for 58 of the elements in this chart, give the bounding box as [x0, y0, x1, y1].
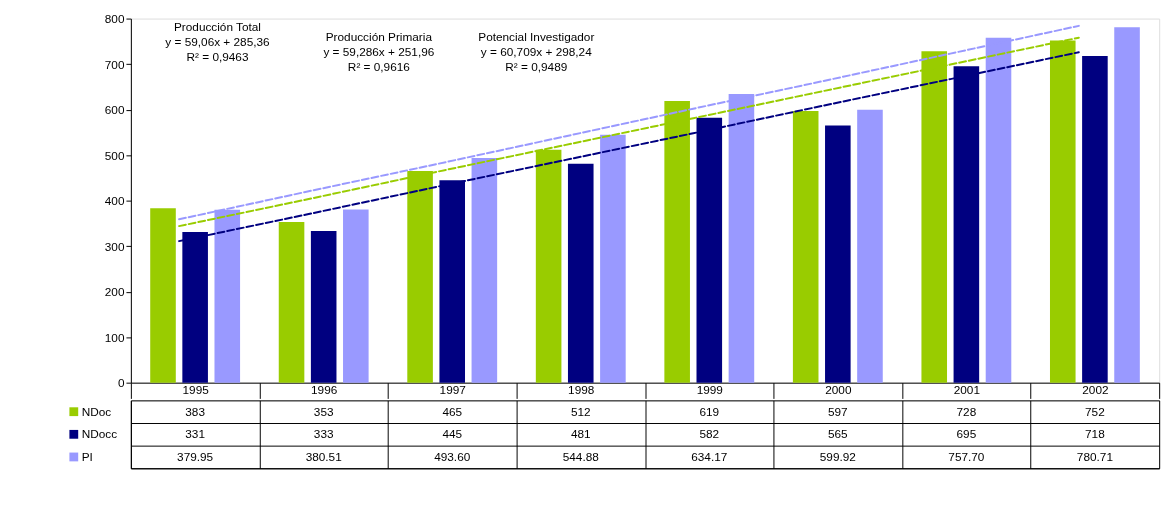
data-label: 333: [313, 427, 334, 442]
y-tick-label: 600: [104, 103, 125, 118]
annotation: Producción Total y = 59,06x + 285,36 R² = 0,9463: [165, 20, 271, 64]
y-tick-label: 700: [104, 57, 125, 72]
data-label: 353: [313, 404, 334, 419]
y-tick-label: 400: [104, 194, 125, 209]
data-label: 380.51: [305, 449, 342, 464]
data-label: 728: [956, 404, 977, 419]
data-label: 465: [442, 404, 463, 419]
data-label: 493.60: [434, 449, 471, 464]
legend-label: NDoc: [81, 404, 112, 419]
x-tick-label: 1999: [696, 382, 723, 397]
y-tick-label: 500: [104, 148, 125, 163]
data-label: 780.71: [1076, 449, 1113, 464]
bar: [567, 163, 594, 383]
data-label: 512: [570, 404, 591, 419]
x-tick-label: 2002: [1082, 382, 1109, 397]
y-tick-label: 0: [117, 376, 125, 391]
data-label: 379.95: [177, 449, 214, 464]
bar: [1082, 55, 1108, 383]
data-label: 565: [827, 427, 849, 442]
x-tick-label: 1995: [182, 382, 210, 397]
annotation: Potencial Investigador y = 60,709x + 298,24 R² = 0,9489: [478, 30, 595, 74]
data-label: 481: [570, 427, 591, 442]
data-label: 582: [699, 427, 720, 442]
bar: [150, 208, 176, 383]
data-label: 718: [1085, 427, 1106, 442]
data-label: 757.70: [948, 449, 985, 464]
x-tick-label: 2001: [953, 382, 980, 397]
data-label: 695: [956, 427, 977, 442]
bar: [1114, 27, 1140, 383]
x-tick-label: 1998: [568, 382, 595, 397]
data-label: 619: [699, 404, 720, 419]
data-label: 599.92: [819, 449, 856, 464]
y-tick-label: 100: [104, 330, 125, 345]
y-tick-label: 300: [104, 239, 125, 254]
data-label: 544.88: [562, 449, 600, 464]
bar: [857, 109, 883, 383]
data-label: 445: [442, 427, 463, 442]
data-label: 597: [827, 404, 848, 419]
legend-label: NDocc: [81, 427, 118, 442]
data-label: 383: [185, 404, 206, 419]
bar: [310, 231, 337, 383]
x-tick-label: 1997: [439, 382, 466, 397]
bar: [278, 222, 305, 383]
bar: [343, 209, 369, 383]
bar: [792, 110, 819, 383]
y-tick-label: 800: [104, 12, 125, 27]
data-label: 331: [185, 427, 205, 442]
y-tick-label: 200: [104, 285, 125, 300]
bar: [600, 134, 626, 383]
data-label: 634.17: [691, 449, 728, 464]
x-tick-label: 1996: [311, 382, 338, 397]
annotation: Producción Primaria y = 59,286x + 251,96 R² = 0,9616: [323, 30, 435, 74]
legend-label: PI: [81, 449, 93, 464]
x-tick-label: 2000: [825, 382, 852, 397]
data-label: 752: [1085, 404, 1105, 419]
bar: [825, 125, 851, 383]
